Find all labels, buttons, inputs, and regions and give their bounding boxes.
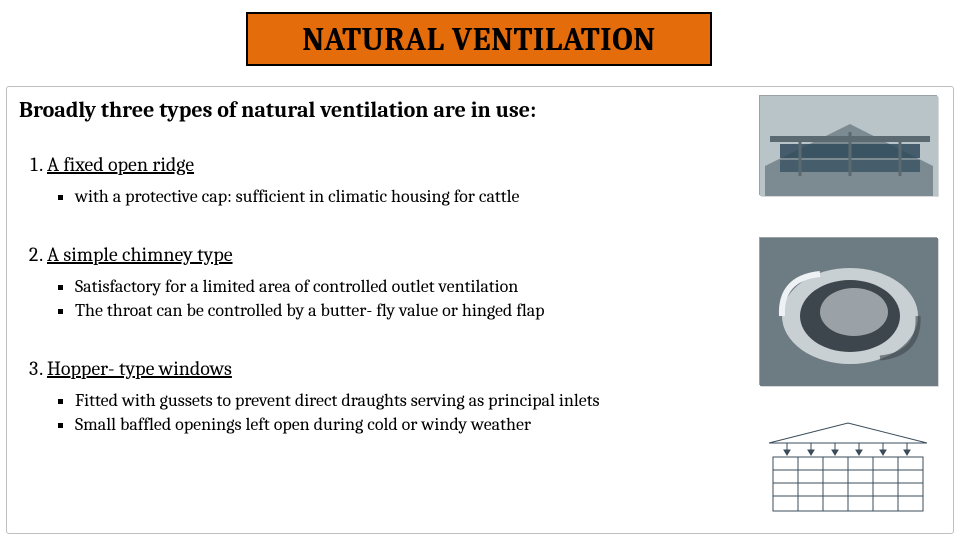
thumb-open-ridge (759, 95, 937, 195)
thumb-hopper-diagram (759, 417, 937, 519)
bullet: Fitted with gussets to prevent direct dr… (75, 390, 735, 413)
open-ridge-icon (760, 96, 938, 196)
hopper-diagram-icon (759, 417, 937, 519)
bullet: with a protective cap: sufficient in cli… (75, 186, 735, 209)
type-title: Hopper- type windows (47, 357, 232, 380)
title-badge: NATURAL VENTILATION (246, 12, 712, 66)
slide-stage: NATURAL VENTILATION Broadly three types … (0, 0, 960, 540)
title-text: NATURAL VENTILATION (302, 21, 656, 58)
type-title: A fixed open ridge (47, 153, 194, 176)
chimney-icon (760, 238, 938, 386)
thumb-chimney (759, 237, 937, 385)
bullet: Satisfactory for a limited area of contr… (75, 276, 735, 299)
bullet: Small baffled openings left open during … (75, 414, 735, 437)
type-title: A simple chimney type (47, 243, 233, 266)
content-box: Broadly three types of natural ventilati… (6, 86, 954, 534)
bullet: The throat can be controlled by a butter… (75, 300, 735, 323)
